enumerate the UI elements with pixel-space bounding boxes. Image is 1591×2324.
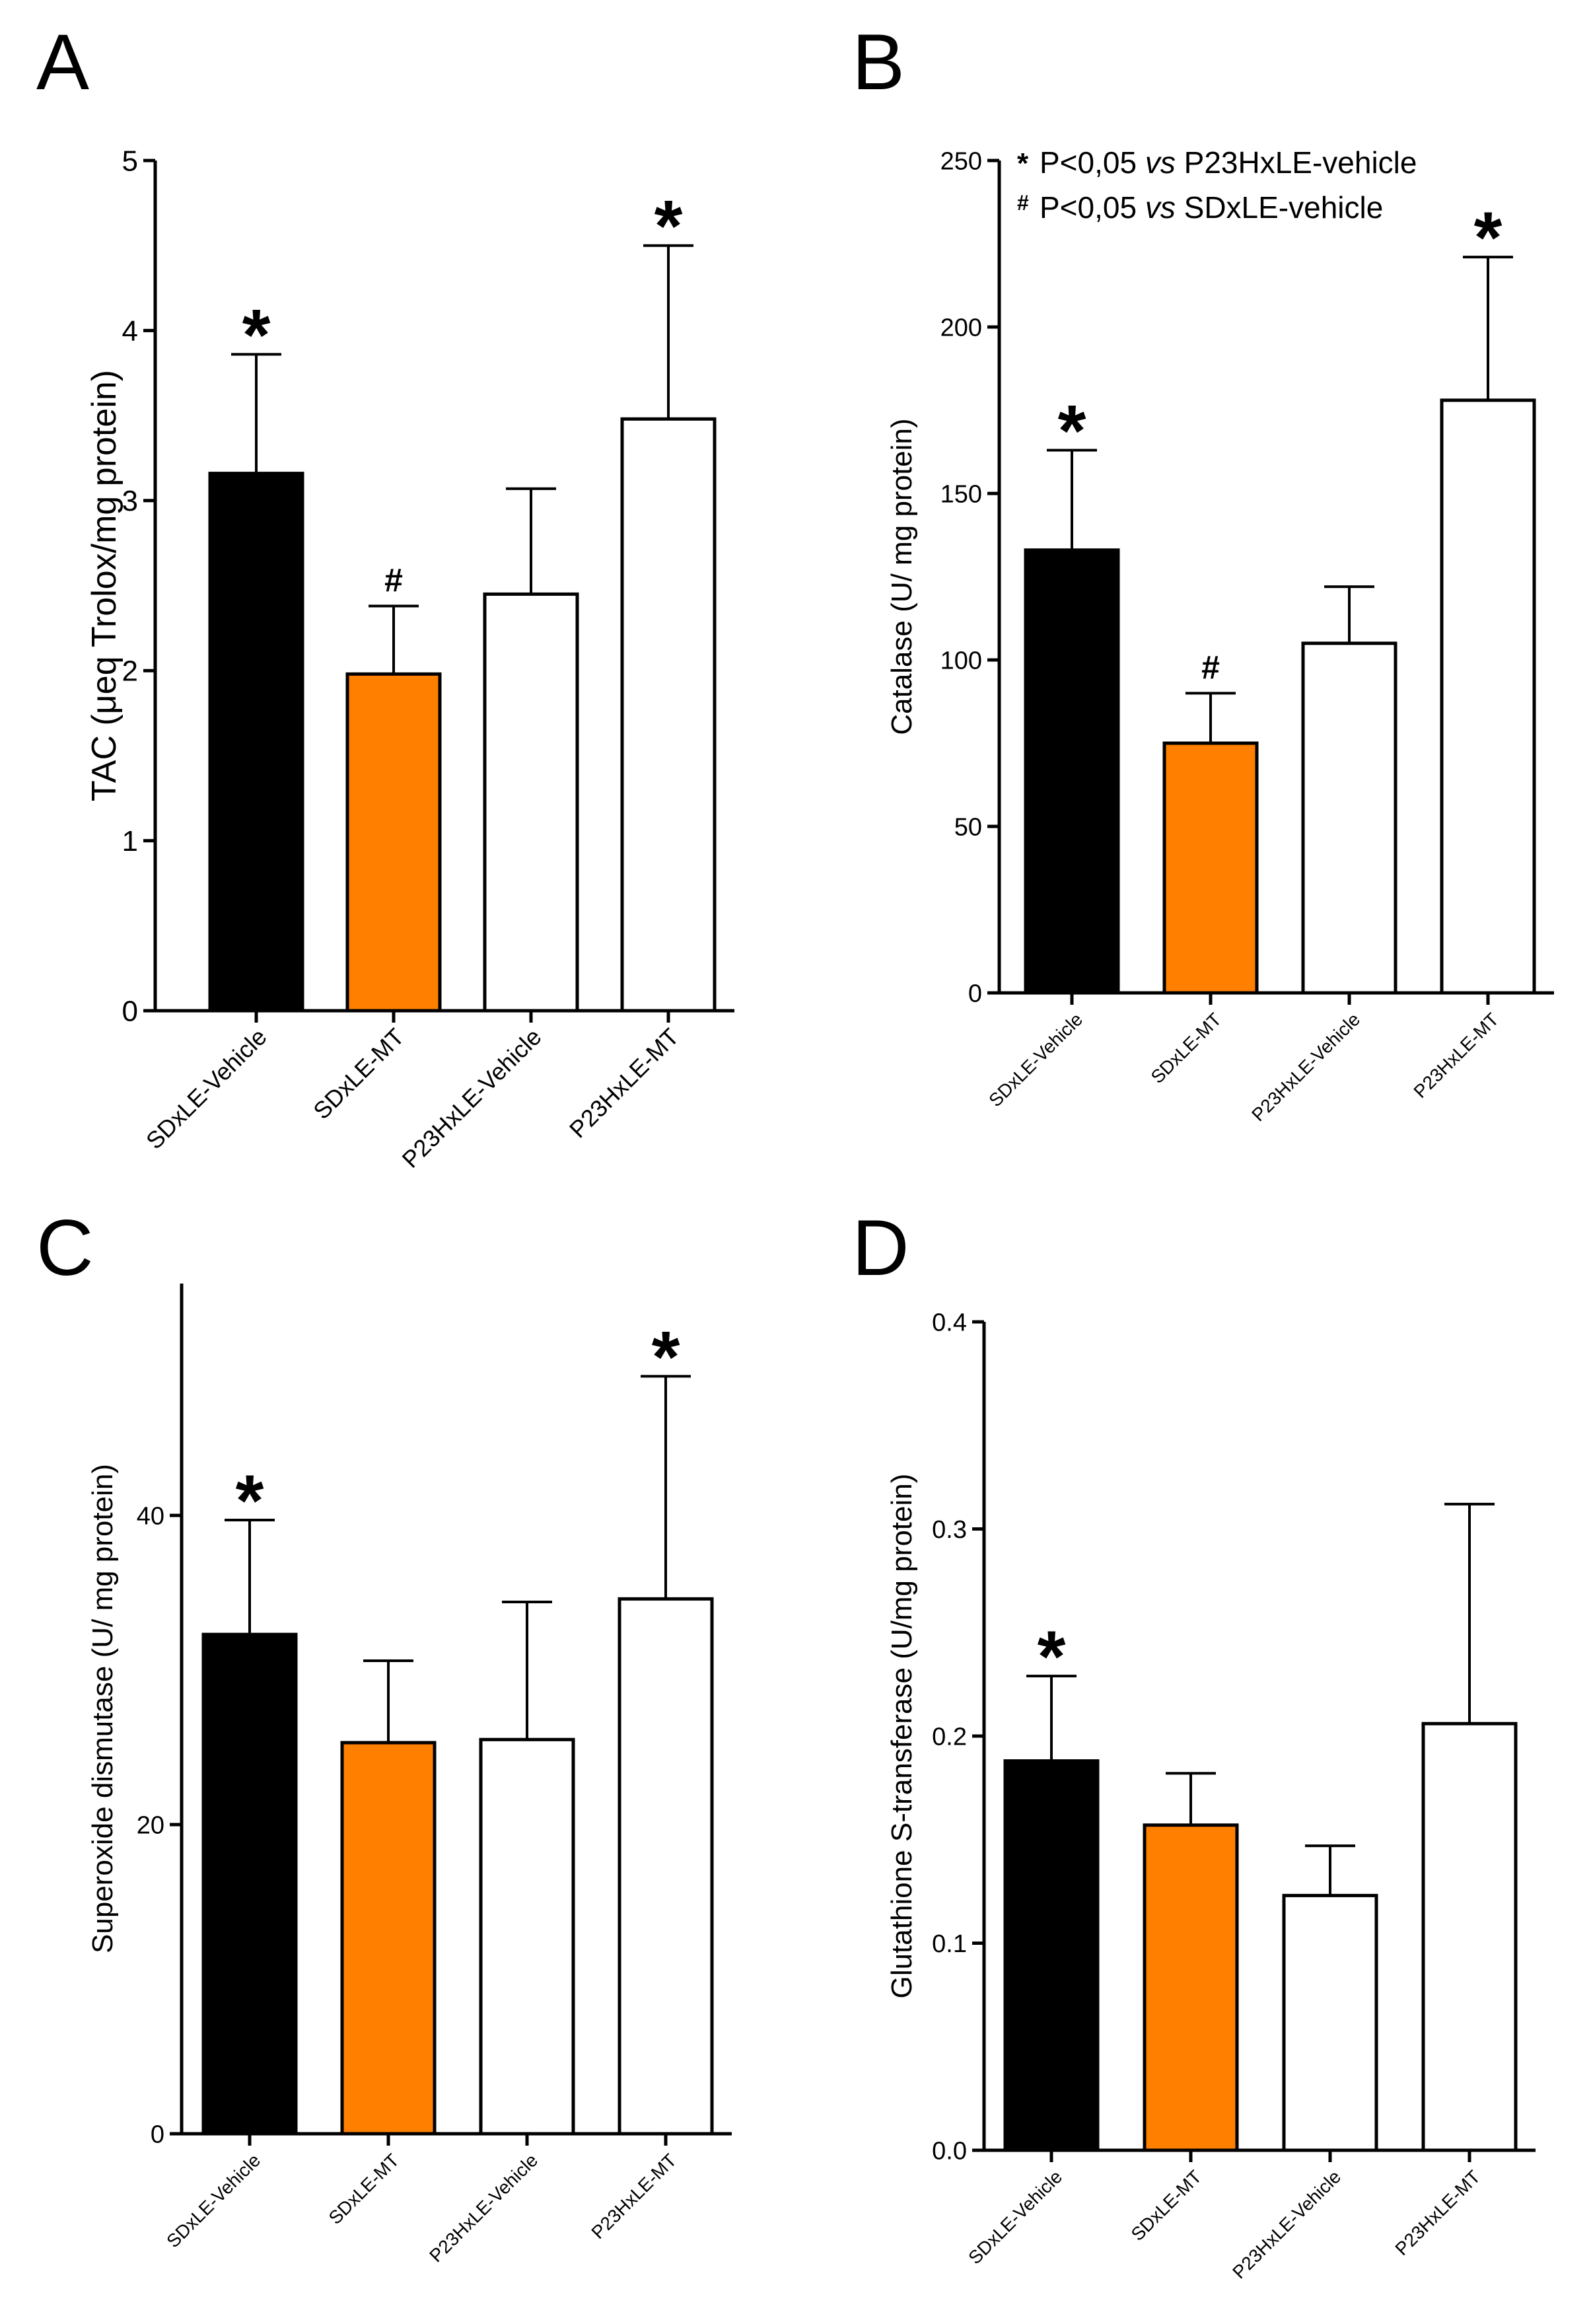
bar: [201, 1632, 298, 2136]
bar: [340, 1741, 437, 2136]
y-tick-label: 20: [137, 1811, 164, 1839]
significance-marker: *: [654, 186, 683, 267]
x-category-label: P23HxLE-MT: [564, 1023, 684, 1144]
x-category-label: SDxLE-Vehicle: [985, 1009, 1086, 1110]
bar: [1003, 1759, 1100, 2152]
legend-text-suffix: P23HxLE-vehicle: [1176, 145, 1417, 180]
y-tick-label: 50: [954, 813, 982, 841]
bar: [345, 672, 442, 1013]
bar: [208, 472, 304, 1013]
bar: [618, 1597, 714, 2136]
legend-marker: #: [1017, 191, 1029, 215]
x-category-label: SDxLE-Vehicle: [141, 1023, 272, 1155]
y-tick-label: 0.3: [932, 1516, 967, 1544]
y-tick-label: 0: [968, 980, 982, 1007]
bar: [479, 1737, 575, 2136]
y-tick-label: 5: [122, 145, 138, 177]
panel-letter: D: [852, 1204, 909, 1292]
x-category-label: P23HxLE-MT: [1391, 2166, 1484, 2259]
legend-text-prefix: P<0,05: [1040, 190, 1145, 225]
y-tick-label: 4: [122, 315, 138, 347]
significance-legend: * P<0,05 vs P23HxLE-vehicle # P<0,05 vs SDx…: [1017, 145, 1417, 225]
bar: [1440, 398, 1536, 995]
y-tick-label: 0.1: [932, 1930, 967, 1958]
x-category-label: P23HxLE-Vehicle: [1248, 1009, 1364, 1125]
bar: [1421, 1722, 1518, 2152]
y-tick-label: 200: [940, 314, 982, 342]
y-tick-label: 100: [940, 647, 982, 674]
bar: [1024, 548, 1120, 995]
x-category-label: SDxLE-Vehicle: [964, 2166, 1066, 2268]
significance-marker: *: [652, 1317, 680, 1398]
y-tick-label: 0.2: [932, 1723, 967, 1751]
y-tick-label: 2: [122, 655, 138, 688]
y-tick-label: 250: [940, 147, 982, 175]
x-category-label: SDxLE-Vehicle: [162, 2150, 264, 2251]
legend-text-suffix: SDxLE-vehicle: [1176, 190, 1383, 225]
significance-marker: *: [242, 295, 271, 376]
legend-text-vs: vs: [1145, 145, 1176, 180]
panel-letter: C: [36, 1204, 94, 1292]
y-tick-label: 0.4: [932, 1309, 967, 1336]
significance-marker: #: [1201, 649, 1220, 686]
x-category-label: SDxLE-MT: [1127, 2166, 1206, 2245]
bar: [1143, 1823, 1239, 2152]
panel-b: B 0 50 100 150 200 250 Catalase (U/ mg protein)…: [852, 18, 1554, 1125]
legend-text-prefix: P<0,05: [1040, 145, 1145, 180]
y-axis-title: Catalase (U/ mg protein): [886, 418, 918, 735]
x-category-label: P23HxLE-MT: [587, 2150, 680, 2243]
legend-text-vs: vs: [1145, 190, 1176, 225]
legend-text: P<0,05 vs SDxLE-vehicle: [1040, 190, 1383, 225]
y-axis-title: Superoxide dismutase (U/ mg protein): [87, 1464, 119, 1953]
panel-a: A 0 1 2 3 4 5 TAC (μeq Trolox/mg protein) * SDxLE…: [36, 18, 734, 1173]
x-category-label: SDxLE-MT: [325, 2150, 404, 2228]
y-tick-label: 0: [122, 995, 138, 1027]
bar: [1282, 1893, 1378, 2152]
significance-marker: *: [1038, 1616, 1066, 1698]
significance-marker: *: [1058, 390, 1086, 472]
x-category-label: P23HxLE-Vehicle: [397, 1023, 547, 1173]
y-tick-label: 0.0: [932, 2137, 967, 2165]
y-tick-label: 3: [122, 485, 138, 517]
bar: [620, 417, 717, 1013]
significance-marker: *: [236, 1461, 264, 1542]
bar: [1162, 741, 1259, 995]
y-tick-label: 150: [940, 480, 982, 508]
x-category-label: SDxLE-MT: [1147, 1009, 1226, 1087]
panel-d: D 0.0 0.1 0.2 0.3 0.4 Glutathione S-transferas…: [852, 1204, 1536, 2282]
legend-text: P<0,05 vs P23HxLE-vehicle: [1040, 145, 1417, 180]
bar: [483, 592, 579, 1013]
y-axis-title: Glutathione S-transferase (U/mg protein): [886, 1474, 918, 1999]
panel-letter: B: [852, 18, 905, 106]
panel-c: C 0 20 40 Superoxide dismutase (U/ mg protei…: [36, 1204, 732, 2266]
y-axis-title: TAC (μeq Trolox/mg protein): [85, 370, 124, 801]
x-category-label: SDxLE-MT: [308, 1023, 409, 1124]
x-category-label: P23HxLE-Vehicle: [1228, 2166, 1345, 2282]
bar: [1301, 641, 1397, 995]
significance-marker: #: [384, 562, 403, 599]
legend-marker: *: [1017, 147, 1029, 180]
panel-letter: A: [36, 18, 89, 106]
significance-marker: *: [1474, 198, 1503, 279]
x-category-label: P23HxLE-MT: [1409, 1009, 1503, 1102]
y-tick-label: 1: [122, 825, 138, 857]
x-category-label: P23HxLE-Vehicle: [425, 2150, 542, 2266]
y-tick-label: 40: [137, 1502, 164, 1530]
y-tick-label: 0: [151, 2121, 164, 2148]
